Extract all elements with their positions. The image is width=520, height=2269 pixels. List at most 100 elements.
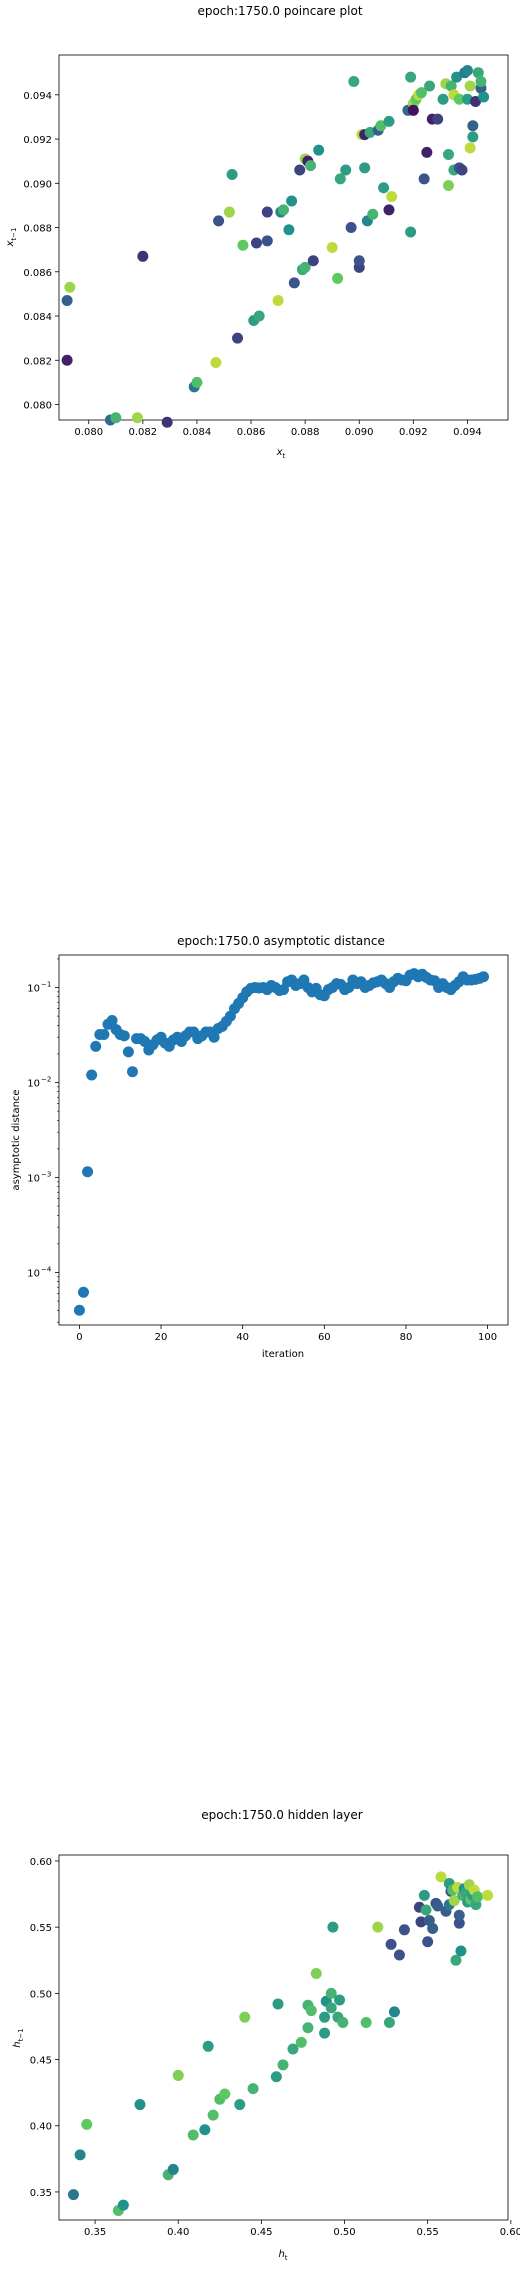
data-point <box>67 2189 79 2201</box>
data-point <box>272 295 284 307</box>
data-point <box>464 142 476 154</box>
data-point <box>106 1014 118 1026</box>
hidden-layer-title: epoch:1750.0 hidden layer <box>201 1808 363 1822</box>
data-point <box>86 1069 98 1081</box>
data-point <box>451 71 463 83</box>
data-point <box>360 2016 372 2028</box>
data-point <box>286 195 298 207</box>
asymptotic-distance-frame <box>58 954 509 1326</box>
data-point <box>161 416 173 428</box>
data-point <box>455 1945 467 1957</box>
data-point <box>348 76 360 88</box>
data-point <box>81 2118 93 2130</box>
data-point <box>137 250 149 262</box>
data-point <box>415 1916 427 1928</box>
data-point <box>288 277 300 289</box>
data-point <box>427 1922 439 1934</box>
x-tick-label: 0.082 <box>129 427 158 438</box>
data-point <box>421 146 433 158</box>
hidden-layer-points <box>67 1871 494 2216</box>
data-point <box>325 1987 337 1999</box>
data-point <box>398 1924 410 1936</box>
data-point <box>61 354 73 366</box>
data-point <box>199 2124 211 2136</box>
data-point <box>313 144 325 156</box>
data-point <box>334 173 346 185</box>
data-point <box>340 164 352 176</box>
y-tick-label: 0.60 <box>30 1857 52 1868</box>
data-point <box>73 1304 85 1316</box>
data-point <box>405 226 417 238</box>
data-point <box>294 164 306 176</box>
y-tick-label: 0.080 <box>23 401 52 412</box>
data-point <box>98 1029 110 1041</box>
data-point <box>442 149 454 161</box>
x-tick-label: 0.35 <box>84 2227 106 2238</box>
data-point <box>453 93 465 105</box>
data-point <box>299 261 311 273</box>
data-point <box>407 104 419 116</box>
y-tick-label: 0.094 <box>23 91 52 102</box>
data-point <box>305 160 317 172</box>
data-point <box>418 1889 430 1901</box>
hidden-layer-x-ticks: 0.35 0.40 0.45 0.50 0.55 0.60 <box>84 2220 520 2238</box>
y-tick-label: 0.090 <box>23 179 52 190</box>
data-point <box>77 1286 89 1298</box>
data-point <box>191 376 203 388</box>
data-point <box>117 2199 129 2211</box>
data-point <box>383 2016 395 2028</box>
data-point <box>383 204 395 216</box>
data-point <box>126 1066 138 1078</box>
data-point <box>213 215 225 227</box>
asymptotic-distance-points <box>73 968 490 1316</box>
x-tick-label: 0.080 <box>74 427 103 438</box>
data-point <box>122 1046 134 1058</box>
data-point <box>277 2059 289 2071</box>
poincare-plot-frame <box>58 54 509 421</box>
data-point <box>172 2069 184 2081</box>
data-point <box>478 91 490 103</box>
data-point <box>207 2109 219 2121</box>
hidden-layer-x-axis-label: ht <box>278 2249 287 2262</box>
data-point <box>319 2027 331 2039</box>
data-point <box>302 2022 314 2034</box>
data-point <box>461 64 473 76</box>
x-tick-label: 20 <box>155 1332 168 1343</box>
poincare-plot-y-axis-label: xt−1 <box>5 228 18 248</box>
data-point <box>118 1030 130 1042</box>
data-point <box>470 95 482 107</box>
y-tick-label: 10 <box>27 1079 40 1090</box>
data-point <box>453 1917 465 1929</box>
asymptotic-distance-x-axis-label: iteration <box>262 1349 304 1360</box>
data-point <box>261 206 273 218</box>
data-point <box>375 120 387 132</box>
data-point <box>295 2036 307 2048</box>
x-tick-label: 80 <box>400 1332 413 1343</box>
y-tick-label: 0.086 <box>23 268 52 279</box>
y-tick-exponent: −2 <box>41 1076 51 1084</box>
y-tick-exponent: −3 <box>41 1171 51 1179</box>
data-point <box>226 168 238 180</box>
x-tick-label: 0 <box>76 1332 82 1343</box>
data-point <box>442 180 454 192</box>
data-point <box>270 2071 282 2083</box>
data-point <box>467 120 479 132</box>
hidden-layer-y-ticks: 0.35 0.40 0.45 0.50 0.55 0.60 <box>30 1857 59 2199</box>
hidden-layer-y-axis-label: ht−1 <box>12 2028 25 2047</box>
y-tick-label: 0.45 <box>30 2056 52 2067</box>
data-point <box>432 113 444 125</box>
data-point <box>420 1904 432 1916</box>
data-point <box>418 173 430 185</box>
data-point <box>131 412 143 424</box>
y-tick-label: 10 <box>27 1174 40 1185</box>
data-point <box>310 1967 322 1979</box>
x-tick-label: 0.55 <box>417 2227 439 2238</box>
data-point <box>326 241 338 253</box>
data-point <box>223 206 235 218</box>
hidden-layer-panel: epoch:1750.0 hidden layer 0.35 0.40 0.45 0.… <box>12 1808 520 2262</box>
x-tick-label: 100 <box>478 1332 497 1343</box>
y-tick-label: 0.084 <box>23 312 52 323</box>
data-point <box>278 204 289 216</box>
x-tick-label: 0.45 <box>250 2227 272 2238</box>
